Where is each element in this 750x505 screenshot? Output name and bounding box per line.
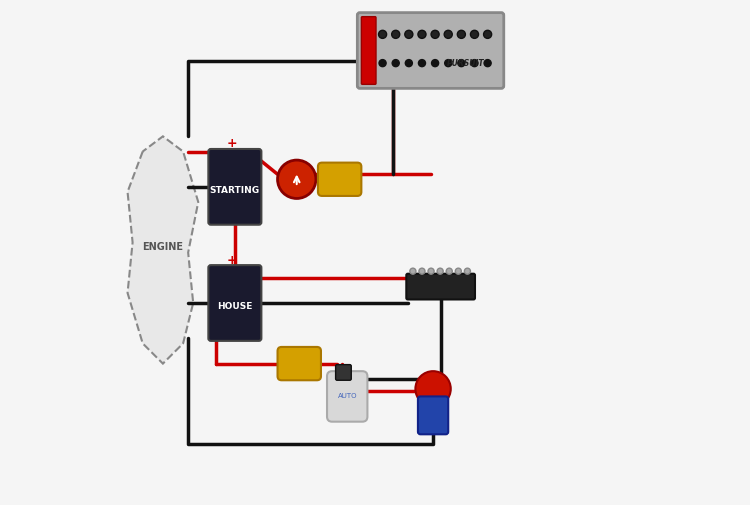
Circle shape bbox=[455, 268, 461, 274]
Circle shape bbox=[471, 60, 478, 67]
FancyBboxPatch shape bbox=[406, 274, 475, 299]
Circle shape bbox=[458, 60, 465, 67]
Circle shape bbox=[458, 30, 466, 38]
Circle shape bbox=[419, 268, 425, 274]
Circle shape bbox=[405, 60, 412, 67]
Circle shape bbox=[464, 268, 470, 274]
Circle shape bbox=[437, 268, 443, 274]
FancyBboxPatch shape bbox=[327, 371, 368, 422]
FancyBboxPatch shape bbox=[318, 163, 362, 196]
Text: +: + bbox=[227, 254, 238, 267]
FancyBboxPatch shape bbox=[209, 265, 261, 341]
Circle shape bbox=[484, 60, 491, 67]
FancyBboxPatch shape bbox=[362, 17, 376, 84]
FancyBboxPatch shape bbox=[357, 13, 504, 88]
Circle shape bbox=[428, 268, 434, 274]
FancyBboxPatch shape bbox=[209, 149, 261, 225]
Circle shape bbox=[278, 160, 316, 198]
Circle shape bbox=[418, 30, 426, 38]
Circle shape bbox=[446, 268, 452, 274]
Text: HOUSE: HOUSE bbox=[217, 302, 253, 311]
Circle shape bbox=[445, 60, 452, 67]
Circle shape bbox=[470, 30, 478, 38]
Text: PURSUIT: PURSUIT bbox=[447, 59, 485, 68]
Circle shape bbox=[431, 60, 439, 67]
Circle shape bbox=[379, 30, 386, 38]
Circle shape bbox=[419, 60, 425, 67]
Polygon shape bbox=[128, 136, 198, 364]
Circle shape bbox=[410, 268, 416, 274]
Circle shape bbox=[405, 30, 413, 38]
Text: AUTO: AUTO bbox=[338, 393, 357, 399]
Circle shape bbox=[416, 371, 451, 407]
Circle shape bbox=[431, 30, 439, 38]
Circle shape bbox=[444, 30, 452, 38]
Circle shape bbox=[392, 60, 399, 67]
Text: STARTING: STARTING bbox=[210, 186, 260, 195]
Circle shape bbox=[379, 60, 386, 67]
Text: +: + bbox=[227, 137, 238, 150]
Text: ENGINE: ENGINE bbox=[142, 242, 184, 252]
Circle shape bbox=[484, 30, 492, 38]
Circle shape bbox=[392, 30, 400, 38]
FancyBboxPatch shape bbox=[335, 365, 351, 380]
FancyBboxPatch shape bbox=[278, 347, 321, 380]
FancyBboxPatch shape bbox=[418, 396, 448, 434]
